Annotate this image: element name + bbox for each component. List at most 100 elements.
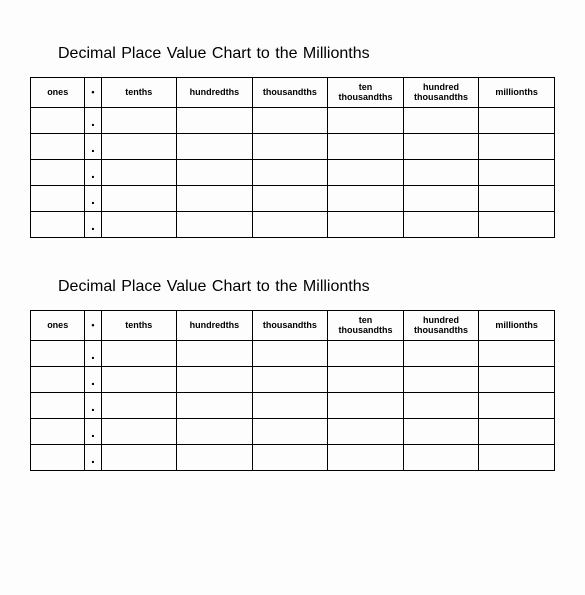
value-cell [328,419,404,445]
value-cell [252,445,328,471]
column-header: • [85,78,101,108]
column-header: tenths [101,78,177,108]
decimal-point-cell: . [85,393,101,419]
table-row: . [31,419,555,445]
value-cell [101,393,177,419]
value-cell [328,445,404,471]
table-row: . [31,341,555,367]
column-header: thousandths [252,311,328,341]
place-value-table: ones•tenthshundredthsthousandthstenthous… [30,77,555,238]
value-cell [31,367,85,393]
value-cell [403,341,479,367]
value-cell [403,134,479,160]
value-cell [177,212,253,238]
value-cell [177,341,253,367]
column-header: hundredths [177,78,253,108]
value-cell [101,341,177,367]
value-cell [479,445,555,471]
value-cell [177,367,253,393]
table-row: . [31,393,555,419]
value-cell [403,160,479,186]
decimal-point-cell: . [85,445,101,471]
column-header: tenthousandths [328,311,404,341]
value-cell [479,134,555,160]
value-cell [31,160,85,186]
value-cell [252,134,328,160]
value-cell [479,108,555,134]
value-cell [252,341,328,367]
decimal-point-cell: . [85,108,101,134]
value-cell [177,160,253,186]
value-cell [328,108,404,134]
decimal-point-cell: . [85,367,101,393]
value-cell [479,186,555,212]
value-cell [479,341,555,367]
column-header: tenths [101,311,177,341]
value-cell [328,134,404,160]
value-cell [328,393,404,419]
column-header: hundredths [177,311,253,341]
decimal-point-cell: . [85,419,101,445]
column-header: millionths [479,311,555,341]
value-cell [252,419,328,445]
value-cell [101,108,177,134]
value-cell [403,367,479,393]
value-cell [252,108,328,134]
column-header: hundredthousandths [403,311,479,341]
value-cell [31,419,85,445]
column-header: tenthousandths [328,78,404,108]
value-cell [101,419,177,445]
column-header: thousandths [252,78,328,108]
value-cell [403,445,479,471]
value-cell [101,160,177,186]
value-cell [101,445,177,471]
value-cell [403,393,479,419]
value-cell [328,186,404,212]
value-cell [31,393,85,419]
column-header: ones [31,311,85,341]
decimal-point-cell: . [85,212,101,238]
value-cell [328,367,404,393]
table-row: . [31,186,555,212]
value-cell [101,367,177,393]
value-cell [177,108,253,134]
value-cell [31,212,85,238]
value-cell [31,108,85,134]
column-header: hundredthousandths [403,78,479,108]
column-header: ones [31,78,85,108]
value-cell [403,108,479,134]
value-cell [252,160,328,186]
value-cell [177,419,253,445]
column-header: • [85,311,101,341]
column-header: millionths [479,78,555,108]
chart-block-0: Decimal Place Value Chart to the Million… [30,45,555,238]
value-cell [479,367,555,393]
table-row: . [31,160,555,186]
value-cell [31,341,85,367]
place-value-table: ones•tenthshundredthsthousandthstenthous… [30,310,555,471]
value-cell [479,212,555,238]
decimal-point-cell: . [85,341,101,367]
value-cell [252,393,328,419]
value-cell [403,419,479,445]
decimal-point-cell: . [85,134,101,160]
value-cell [479,419,555,445]
value-cell [252,367,328,393]
value-cell [403,212,479,238]
value-cell [328,212,404,238]
value-cell [403,186,479,212]
table-row: . [31,212,555,238]
decimal-point-cell: . [85,186,101,212]
value-cell [177,134,253,160]
table-row: . [31,367,555,393]
value-cell [31,186,85,212]
chart-block-1: Decimal Place Value Chart to the Million… [30,278,555,471]
value-cell [177,186,253,212]
decimal-point-cell: . [85,160,101,186]
table-row: . [31,108,555,134]
value-cell [101,212,177,238]
value-cell [31,445,85,471]
value-cell [252,186,328,212]
value-cell [31,134,85,160]
value-cell [479,393,555,419]
